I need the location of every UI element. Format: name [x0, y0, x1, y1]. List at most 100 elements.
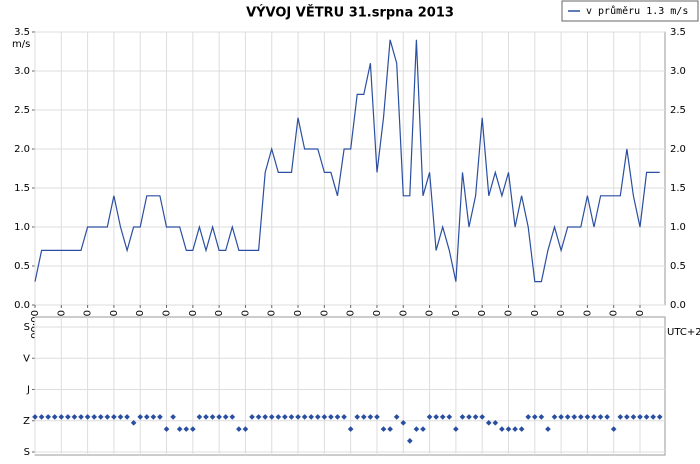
y-tick-label: S: [24, 322, 30, 333]
direction-point: [518, 426, 525, 432]
direction-point: [439, 414, 446, 420]
direction-point: [453, 426, 459, 432]
y-tick-label-right: 2.0: [670, 144, 686, 155]
y-tick-label-right: 0.5: [670, 261, 686, 272]
direction-point: [275, 414, 282, 420]
y-tick-label: 3.5: [14, 27, 30, 38]
direction-point: [459, 414, 466, 420]
y-tick-label: J: [26, 385, 30, 396]
plot-area: [34, 31, 666, 306]
direction-point: [551, 414, 558, 420]
direction-point: [577, 414, 584, 420]
y-axis-label: m/s: [12, 39, 30, 50]
y-tick-label-right: 1.5: [670, 183, 686, 194]
direction-point: [229, 414, 236, 420]
direction-point: [610, 426, 617, 432]
direction-point: [176, 426, 183, 432]
direction-point: [308, 414, 315, 420]
direction-point: [321, 414, 328, 420]
direction-point: [387, 426, 393, 432]
y-tick-label-right: 1.0: [670, 222, 686, 233]
direction-point: [301, 414, 308, 420]
direction-point: [249, 414, 255, 420]
legend: [561, 0, 699, 22]
direction-point: [288, 414, 295, 420]
direction-point: [196, 414, 203, 420]
y-tick-label: V: [23, 353, 30, 364]
direction-point: [341, 414, 347, 420]
direction-point: [91, 414, 98, 420]
direction-point: [328, 414, 334, 420]
direction-point: [183, 426, 190, 432]
y-tick-label-right: 3.5: [670, 27, 686, 38]
direction-point: [104, 414, 111, 420]
direction-point: [143, 414, 150, 420]
direction-point: [65, 414, 71, 420]
plot-area: [34, 316, 666, 456]
direction-point: [268, 414, 275, 420]
y-tick-label-right: 0.0: [670, 300, 686, 311]
direction-point: [295, 414, 301, 420]
direction-point: [505, 426, 512, 432]
direction-point: [584, 414, 591, 420]
y-tick-label: 1.0: [14, 222, 30, 233]
direction-point: [84, 414, 91, 420]
direction-point: [617, 414, 624, 420]
direction-point: [446, 414, 453, 420]
direction-point: [393, 414, 400, 420]
direction-point: [472, 414, 479, 420]
y-tick-label: Z: [23, 416, 30, 427]
direction-point: [630, 414, 637, 420]
direction-point: [163, 426, 170, 432]
direction-point: [525, 414, 532, 420]
direction-point: [222, 414, 229, 420]
direction-point: [643, 414, 650, 420]
direction-point: [334, 414, 341, 420]
direction-point: [400, 420, 407, 426]
direction-point: [512, 426, 518, 432]
direction-point: [499, 426, 505, 432]
direction-point: [262, 414, 268, 420]
direction-point: [236, 426, 242, 432]
direction-point: [571, 414, 578, 420]
direction-point: [426, 414, 433, 420]
y-tick-label: 0.5: [14, 261, 30, 272]
direction-point: [380, 426, 387, 432]
direction-point: [624, 414, 630, 420]
direction-point: [71, 414, 78, 420]
direction-point: [492, 420, 499, 426]
direction-point: [190, 426, 196, 432]
direction-point: [597, 414, 604, 420]
direction-point: [242, 426, 249, 432]
direction-point: [354, 414, 361, 420]
direction-point: [637, 414, 643, 420]
direction-point: [591, 414, 597, 420]
direction-point: [564, 414, 571, 420]
direction-point: [420, 426, 426, 432]
direction-point: [604, 414, 610, 420]
direction-point: [485, 420, 492, 426]
direction-point: [209, 414, 216, 420]
direction-point: [97, 414, 104, 420]
x-axis-label: UTC+2: [667, 327, 700, 338]
direction-point: [367, 414, 374, 420]
y-tick-label: S: [24, 447, 30, 458]
direction-point: [130, 420, 137, 426]
y-tick-label-right: 3.0: [670, 66, 686, 77]
direction-point: [538, 414, 545, 420]
direction-point: [117, 414, 124, 420]
direction-point: [407, 438, 413, 444]
direction-point: [413, 426, 420, 432]
direction-point: [656, 414, 663, 420]
direction-point: [216, 414, 222, 420]
direction-point: [650, 414, 656, 420]
direction-point: [282, 414, 288, 420]
direction-point: [255, 414, 262, 420]
y-tick-label: 0.0: [14, 300, 30, 311]
y-tick-label: 2.0: [14, 144, 30, 155]
direction-point: [433, 414, 439, 420]
direction-point: [374, 414, 380, 420]
y-tick-label: 2.5: [14, 105, 30, 116]
direction-point: [170, 414, 176, 420]
